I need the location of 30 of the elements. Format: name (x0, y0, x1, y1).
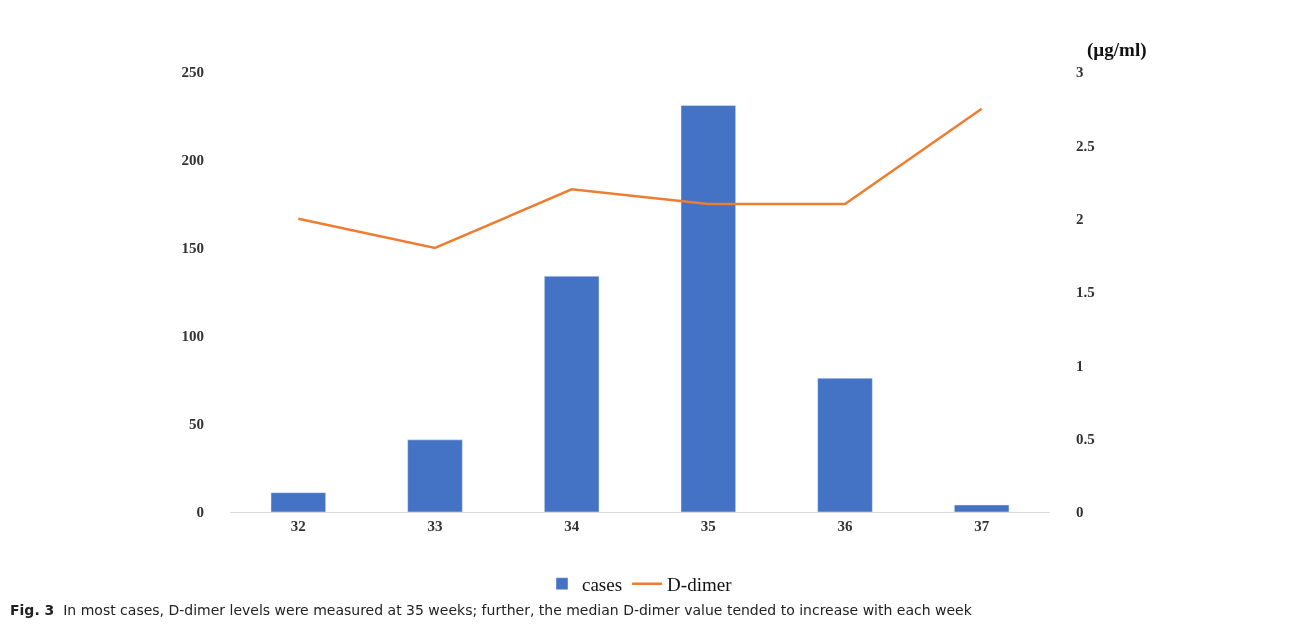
bar (270, 492, 326, 512)
x-tick-label: 36 (837, 518, 853, 534)
y-tick-label: 150 (181, 240, 204, 257)
y-tick-label: 50 (189, 416, 204, 433)
y-tick-label: 250 (181, 64, 204, 81)
y-tick-label: 0 (196, 504, 204, 521)
legend-label: cases (582, 574, 623, 596)
caption: Fig. 3 In most cases, D-dimer levels were measured at 35 weeks; further, the median D-dimer value tended to increase with each week (10, 602, 973, 618)
x-tick-label: 35 (700, 518, 716, 534)
line-series (297, 107, 983, 250)
x-tick-label: 34 (564, 518, 580, 534)
legend-label: D-dimer (667, 574, 733, 596)
bar (407, 439, 463, 512)
bar (680, 105, 736, 512)
y2-tick-label: 0.5 (1076, 430, 1095, 447)
y2-tick-label: 1 (1076, 357, 1084, 374)
y-tick-label: 200 (181, 152, 204, 169)
x-tick-label: 37 (974, 518, 990, 534)
bar (817, 377, 873, 512)
y2-tick-label: 2 (1076, 210, 1084, 227)
x-tick-label: 33 (427, 518, 443, 534)
x-tick-label: 32 (290, 518, 306, 534)
bar (954, 504, 1010, 512)
y2-axis-title: (µg/ml) (1087, 39, 1147, 61)
y2-tick-label: 2.5 (1076, 137, 1095, 154)
y-tick-label: 100 (181, 328, 204, 345)
y2-tick-label: 1.5 (1076, 284, 1095, 301)
bar (544, 275, 600, 512)
y2-tick-label: 3 (1076, 64, 1084, 81)
y2-tick-label: 0 (1076, 504, 1084, 521)
